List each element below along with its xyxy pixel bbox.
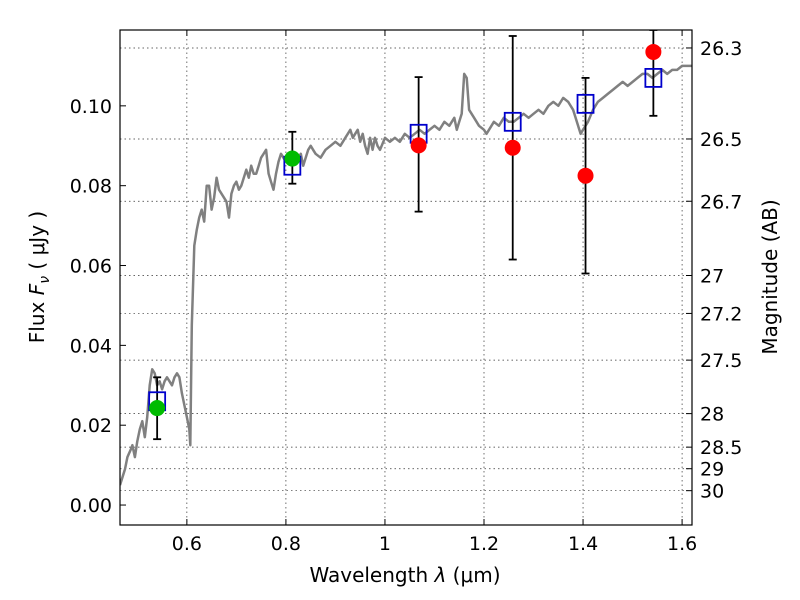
x-tick-label: 1.2: [469, 533, 499, 555]
observed-point-green: [149, 400, 166, 417]
y2-tick-label: 28.5: [700, 437, 742, 459]
model-photometry-square: [644, 68, 663, 88]
observed-point-red: [577, 167, 594, 184]
y-tick-label: 0.10: [70, 96, 112, 118]
y2-tick-label: 28: [700, 404, 724, 426]
y-tick-label: 0.06: [70, 256, 112, 278]
sed-model-line: [120, 64, 692, 486]
y-tick-label: 0.04: [70, 335, 112, 357]
y2-tick-label: 26.3: [700, 38, 742, 60]
y-axis-label: Flux Fν ( μJy ): [25, 211, 53, 343]
y2-tick-label: 29: [700, 459, 724, 481]
observed-point-red: [410, 137, 427, 154]
plot-frame: [119, 29, 693, 526]
y2-axis-label: Magnitude (AB): [758, 199, 782, 354]
y2-tick-label: 30: [700, 481, 724, 503]
y2-tick-label: 27.5: [700, 350, 742, 372]
plot-area: [120, 30, 692, 486]
y2-tick-label: 27.2: [700, 303, 742, 325]
x-tick-label: 0.6: [172, 533, 202, 555]
x-tick-label: 1.6: [667, 533, 697, 555]
x-tick-label: 1: [379, 533, 391, 555]
y-tick-label: 0.02: [70, 415, 112, 437]
axis-ticks: 0.6 0.8 1 1.2 1.4 1.6 26.3 26.5 26.7 27 27.2 27.5 28…: [70, 30, 742, 555]
x-tick-label: 0.8: [271, 533, 301, 555]
y2-tick-label: 26.5: [700, 129, 742, 151]
y-tick-label: 0.00: [70, 495, 112, 517]
model-photometry-square: [503, 111, 522, 132]
observed-point-red: [504, 139, 521, 156]
observed-point-green: [284, 150, 301, 167]
y-tick-label: 0.08: [70, 176, 112, 198]
x-axis-label: Wavelength λ (μm): [309, 563, 500, 587]
model-photometry-square: [576, 93, 595, 114]
observed-point-red: [645, 43, 662, 60]
y2-tick-label: 27: [700, 266, 724, 288]
grid-lines: [120, 30, 692, 525]
y2-tick-label: 26.7: [700, 191, 742, 213]
x-tick-label: 1.4: [568, 533, 598, 555]
